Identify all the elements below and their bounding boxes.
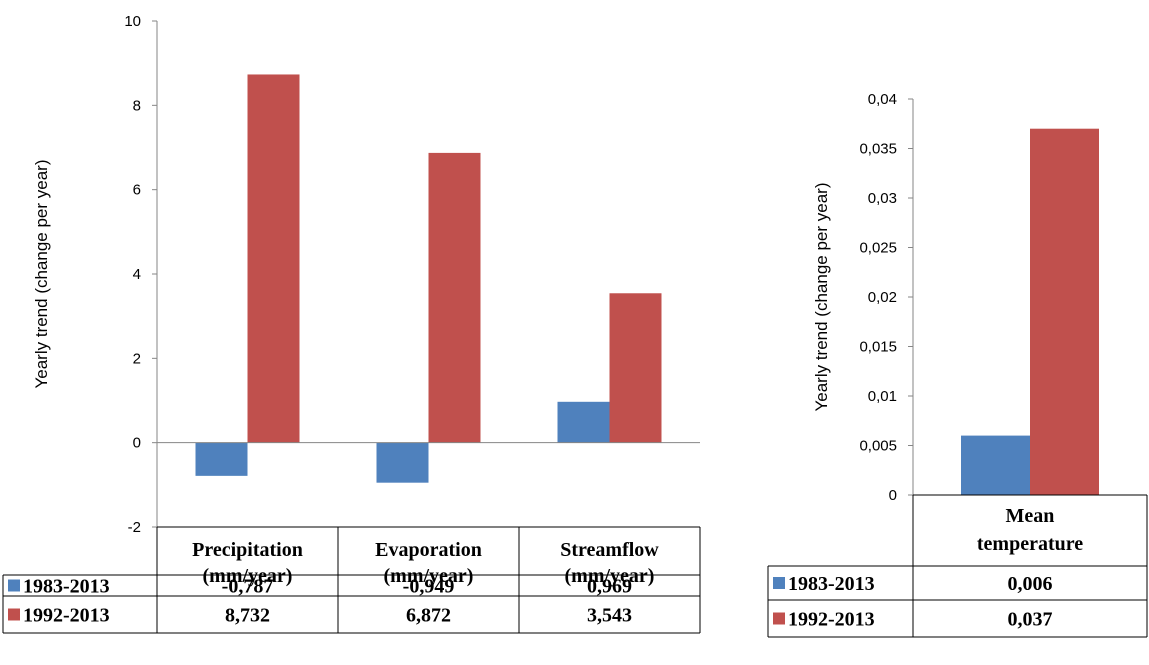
category-label: (mm/year)	[565, 565, 655, 587]
category-label: (mm/year)	[203, 565, 293, 587]
category-label: Streamflow	[560, 539, 659, 561]
y-tick-label: 0,015	[859, 339, 897, 356]
y-tick-label: 0,005	[859, 438, 897, 455]
bar-1992-2013-0	[247, 74, 300, 443]
y-tick-label: 2	[133, 350, 141, 367]
legend-series-name: 1983-2013	[23, 576, 110, 598]
data-table-value: 0,037	[1008, 609, 1053, 631]
y-tick-label: 0,035	[859, 141, 897, 158]
legend-swatch	[773, 577, 785, 589]
y-tick-label: 4	[133, 266, 141, 283]
y-tick-label: 0	[889, 487, 897, 504]
bar-1992-2013-0	[1030, 128, 1099, 495]
y-tick-label: -2	[128, 519, 141, 536]
y-tick-label: 0,01	[868, 388, 897, 405]
bar-1983-2013-0	[961, 435, 1030, 495]
y-axis-title: Yearly trend (change per year)	[812, 182, 831, 411]
legend-swatch	[8, 608, 20, 621]
data-table-value: -0,949	[403, 576, 455, 598]
y-tick-label: 0,025	[859, 240, 897, 257]
legend-series-name: 1992-2013	[23, 605, 110, 627]
y-tick-label: 0,03	[868, 190, 897, 207]
y-tick-label: 0	[133, 435, 141, 452]
legend-series-name: 1983-2013	[788, 573, 875, 595]
category-label: (mm/year)	[384, 565, 474, 587]
category-label: Precipitation	[192, 539, 303, 561]
bar-1983-2013-1	[376, 442, 429, 483]
y-tick-label: 6	[133, 182, 141, 199]
y-axis-title: Yearly trend (change per year)	[32, 159, 51, 388]
data-table-value: 3,543	[587, 605, 632, 627]
bar-1992-2013-2	[609, 293, 662, 443]
data-table-value: 6,872	[406, 605, 451, 627]
y-tick-label: 8	[133, 97, 141, 114]
bar-1992-2013-1	[428, 152, 481, 443]
bar-1983-2013-2	[557, 401, 610, 443]
y-tick-label: 0,04	[868, 91, 897, 108]
category-label: Evaporation	[375, 539, 482, 561]
legend-swatch	[773, 612, 785, 625]
y-tick-label: 0,02	[868, 289, 897, 306]
legend-series-name: 1992-2013	[788, 609, 875, 631]
data-table-value: 0,969	[587, 576, 632, 598]
data-table-value: 0,006	[1008, 573, 1053, 595]
data-table-value: -0,787	[222, 576, 274, 598]
bar-1983-2013-0	[195, 442, 248, 476]
category-label: temperature	[977, 533, 1083, 555]
category-label: Mean	[1006, 505, 1055, 527]
legend-swatch	[8, 579, 20, 592]
data-table-value: 8,732	[225, 605, 270, 627]
y-tick-label: 10	[124, 13, 141, 30]
